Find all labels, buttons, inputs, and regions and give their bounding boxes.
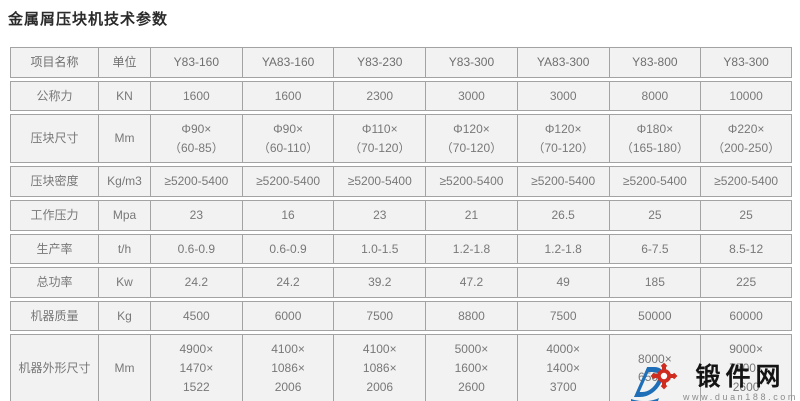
table-cell: 24.2 (241, 267, 334, 298)
row-unit: Mm (98, 334, 150, 401)
table-cell: 25 (700, 199, 792, 231)
table-cell: 3000 (516, 80, 609, 112)
spec-table: 项目名称 单位 Y83-160 YA83-160 Y83-230 Y83-300 YA83-… (10, 44, 792, 401)
column-header-model: Y83-300 (425, 47, 517, 78)
table-cell: 8.5-12 (700, 233, 792, 265)
table-cell: 4900× 1470× 1522 (150, 334, 242, 401)
table-cell: Φ120× （70-120） (425, 114, 517, 164)
table-cell: 7500 (516, 300, 609, 332)
watermark: 锻件网 www.duan188.com (629, 361, 798, 401)
table-cell: 1.2-1.8 (516, 233, 609, 265)
watermark-text: 锻件网 www.duan188.com (683, 364, 798, 401)
table-cell: 50000 (608, 300, 701, 332)
header-row: 项目名称 单位 Y83-160 YA83-160 Y83-230 Y83-300 YA83-… (10, 47, 792, 78)
table-cell: 8000 (608, 80, 701, 112)
table-cell: 3000 (425, 80, 517, 112)
table-cell: Φ220× （200-250） (700, 114, 792, 164)
table-cell: ≥5200-5400 (516, 166, 609, 197)
table-row: 工作压力 Mpa 23 16 23 21 26.5 25 25 (10, 199, 792, 231)
row-unit: Mpa (98, 199, 150, 231)
table-cell: ≥5200-5400 (608, 166, 701, 197)
row-label: 机器质量 (10, 300, 98, 332)
table-row: 压块尺寸 Mm Φ90× （60-85） Φ90× （60-110） Φ110× （70… (10, 114, 792, 164)
table-cell: 39.2 (333, 267, 426, 298)
table-row: 机器外形尺寸 Mm 4900× 1470× 1522 4100× 1086× 2006… (10, 334, 792, 401)
column-header-model: Y83-230 (333, 47, 426, 78)
table-cell: 4000× 1400× 3700 (516, 334, 609, 401)
table-cell: ≥5200-5400 (425, 166, 517, 197)
table-cell: 60000 (700, 300, 792, 332)
row-unit: KN (98, 80, 150, 112)
row-unit: Mm (98, 114, 150, 164)
table-cell: 1600 (241, 80, 334, 112)
watermark-site-name: 锻件网 (695, 363, 786, 392)
table-cell: ≥5200-5400 (150, 166, 242, 197)
table-cell: 47.2 (425, 267, 517, 298)
table-cell: 225 (700, 267, 792, 298)
table-cell: 16 (241, 199, 334, 231)
row-unit: t/h (98, 233, 150, 265)
column-header-model: Y83-160 (150, 47, 242, 78)
column-header-unit: 单位 (98, 47, 150, 78)
table-cell: 6000 (241, 300, 334, 332)
forge-site-logo-icon (630, 362, 678, 401)
table-cell: 26.5 (516, 199, 609, 231)
table-cell: ≥5200-5400 (700, 166, 792, 197)
table-cell: Φ90× （60-110） (241, 114, 334, 164)
row-label: 压块密度 (10, 166, 98, 197)
row-unit: Kg/m3 (98, 166, 150, 197)
table-cell: 8800 (425, 300, 517, 332)
table-cell: 23 (150, 199, 242, 231)
table-cell: Φ120× （70-120） (516, 114, 609, 164)
row-unit: Kg (98, 300, 150, 332)
row-unit: Kw (98, 267, 150, 298)
table-row: 机器质量 Kg 4500 6000 7500 8800 7500 50000 60000 (10, 300, 792, 332)
table-cell: ≥5200-5400 (241, 166, 334, 197)
column-header-model: Y83-800 (608, 47, 701, 78)
table-cell: 49 (516, 267, 609, 298)
column-header-model: Y83-300 (700, 47, 792, 78)
table-cell: 0.6-0.9 (241, 233, 334, 265)
watermark-site-url: www.duan188.com (682, 391, 798, 401)
table-cell: 0.6-0.9 (150, 233, 242, 265)
column-header-model: YA83-300 (516, 47, 609, 78)
table-cell: 25 (608, 199, 701, 231)
table-cell: 1.2-1.8 (425, 233, 517, 265)
spec-table-body: 公称力 KN 1600 1600 2300 3000 3000 8000 10000 压块尺寸 Mm… (10, 80, 792, 401)
table-cell: 9000× 7500× 2600 (700, 334, 792, 401)
row-label: 工作压力 (10, 199, 98, 231)
table-cell: Φ110× （70-120） (333, 114, 426, 164)
table-cell: 4100× 1086× 2006 (333, 334, 426, 401)
table-cell: 1600 (150, 80, 242, 112)
page-title: 金属屑压块机技术参数 (8, 11, 169, 28)
table-row: 公称力 KN 1600 1600 2300 3000 3000 8000 10000 (10, 80, 792, 112)
column-header-item-name: 项目名称 (10, 47, 98, 78)
row-label: 机器外形尺寸 (10, 334, 98, 401)
table-cell: 4100× 1086× 2006 (241, 334, 334, 401)
table-cell: 23 (333, 199, 426, 231)
row-label: 公称力 (10, 80, 98, 112)
table-cell: 1.0-1.5 (333, 233, 426, 265)
row-label: 压块尺寸 (10, 114, 98, 164)
spec-table-header: 项目名称 单位 Y83-160 YA83-160 Y83-230 Y83-300 YA83-… (10, 47, 792, 78)
table-cell: Φ90× （60-85） (150, 114, 242, 164)
table-cell: ≥5200-5400 (333, 166, 426, 197)
table-row: 压块密度 Kg/m3 ≥5200-5400 ≥5200-5400 ≥5200-5400 ≥… (10, 166, 792, 197)
table-cell: 21 (425, 199, 517, 231)
table-cell: 24.2 (150, 267, 242, 298)
table-cell: 6-7.5 (608, 233, 701, 265)
column-header-model: YA83-160 (241, 47, 334, 78)
table-cell: 5000× 1600× 2600 (425, 334, 517, 401)
table-row: 生产率 t/h 0.6-0.9 0.6-0.9 1.0-1.5 1.2-1.8 1.2-1.… (10, 233, 792, 265)
table-cell: 10000 (700, 80, 792, 112)
table-cell: Φ180× （165-180） (608, 114, 701, 164)
table-cell: 185 (608, 267, 701, 298)
table-row: 总功率 Kw 24.2 24.2 39.2 47.2 49 185 225 (10, 267, 792, 298)
row-label: 生产率 (10, 233, 98, 265)
row-label: 总功率 (10, 267, 98, 298)
table-cell: 4500 (150, 300, 242, 332)
table-cell: 7500 (333, 300, 426, 332)
table-cell: 2300 (333, 80, 426, 112)
